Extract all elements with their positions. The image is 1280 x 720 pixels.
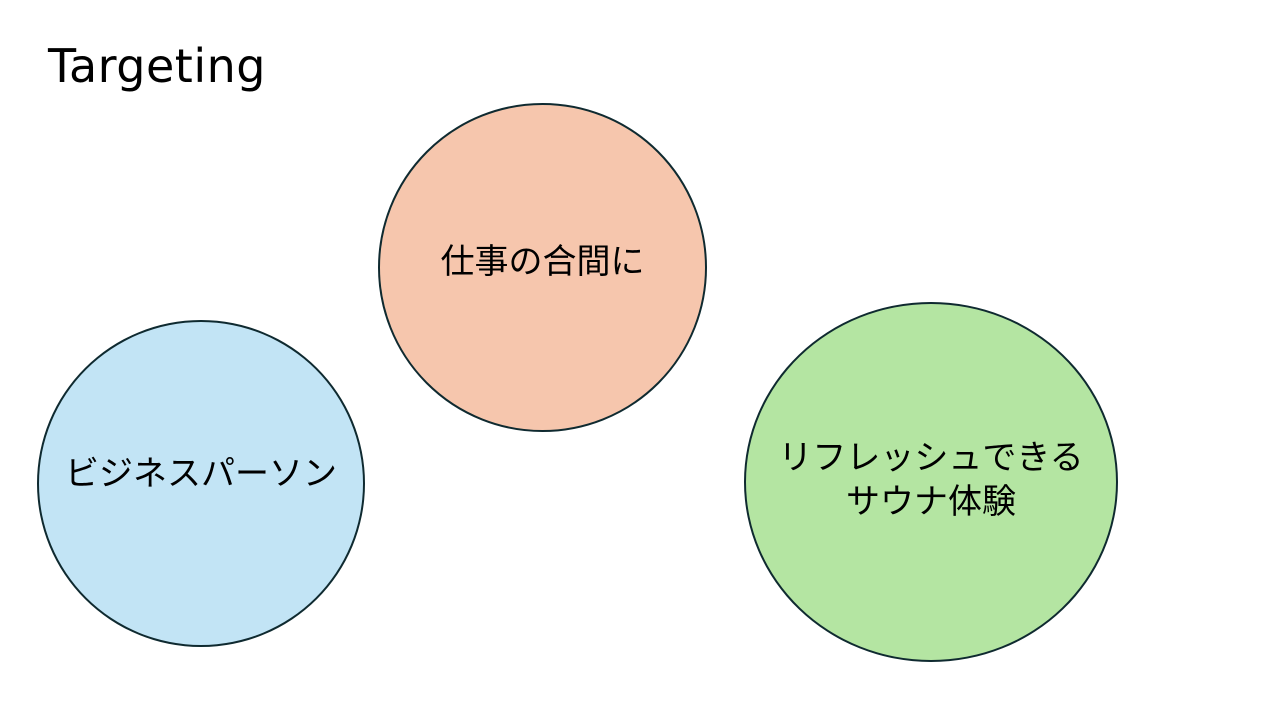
sauna-label-line-1: リフレッシュできる (778, 438, 1084, 478)
circle-work-break (378, 103, 707, 432)
circle-sauna-experience (744, 302, 1118, 662)
sauna-label-line-2: サウナ体験 (846, 482, 1016, 522)
circle-work-break-label: 仕事の合間に (440, 242, 645, 282)
circle-business-person (37, 320, 365, 647)
circle-business-person-label: ビジネスパーソン (65, 454, 337, 494)
circle-sauna-experience-label: リフレッシュできる サウナ体験 (744, 436, 1118, 524)
slide-title: Targeting (48, 39, 266, 93)
